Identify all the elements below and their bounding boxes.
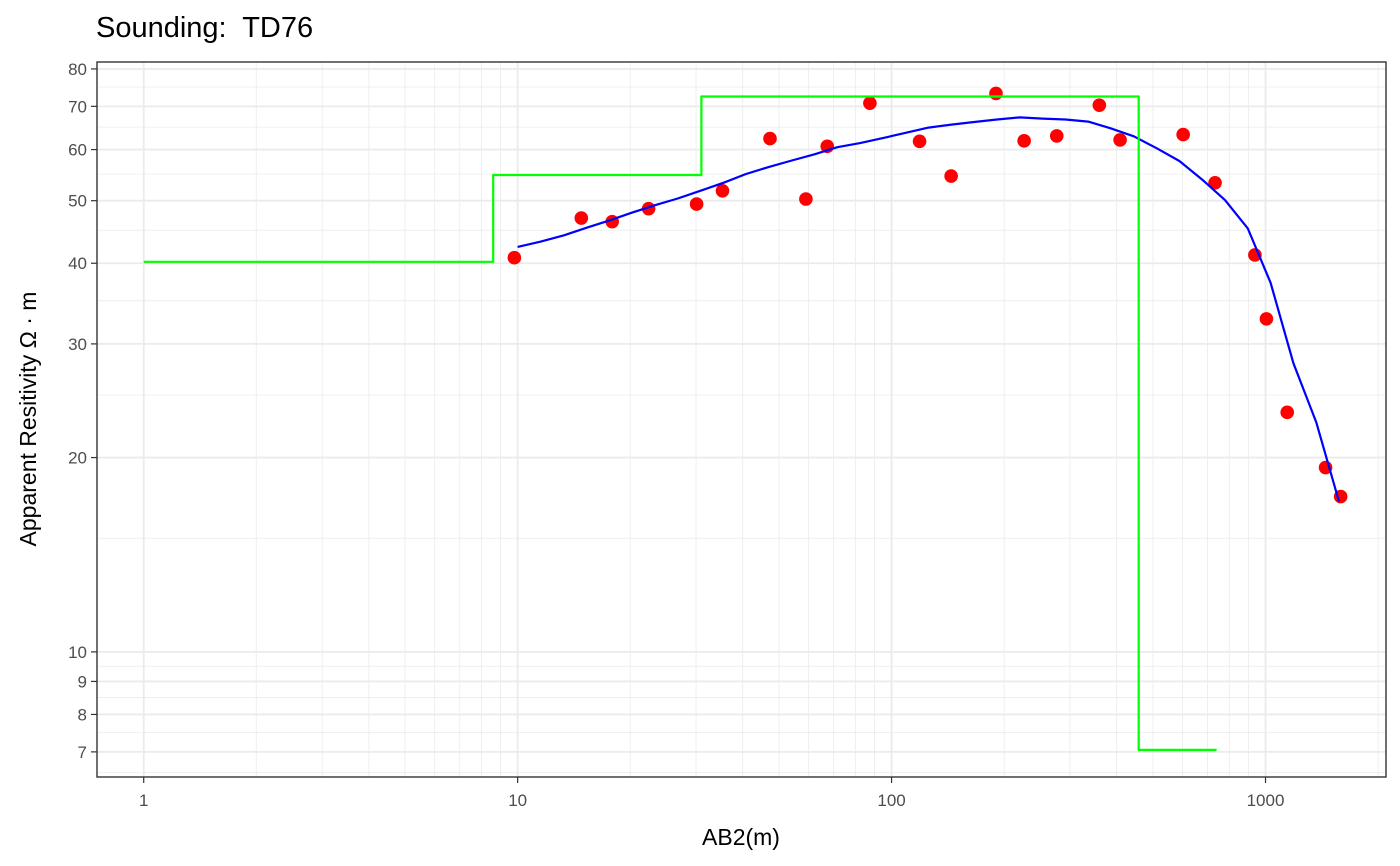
data-point [1176, 127, 1190, 142]
y-tick-label: 20 [68, 449, 87, 468]
data-point [863, 96, 877, 110]
data-point [1049, 129, 1064, 143]
y-tick-label: 60 [68, 141, 87, 160]
y-tick-label: 40 [68, 254, 87, 273]
data-point [689, 197, 704, 211]
x-tick-label: 10 [508, 791, 527, 810]
grid-minor [97, 62, 1386, 777]
data-point [1259, 312, 1274, 326]
y-tick-label: 70 [68, 97, 87, 116]
data-point [1208, 175, 1222, 190]
data-point [574, 211, 589, 225]
y-tick-label: 30 [68, 335, 87, 354]
grid-major [97, 62, 1386, 777]
data-point [1113, 133, 1127, 147]
layer-model-step-line [143, 95, 1217, 752]
data-point [507, 250, 522, 265]
data-point [715, 183, 730, 198]
panel-border [96, 61, 1387, 778]
axis-ticks: 1 10 100 1000 7 8 9 10 20 30 40 50 60 70 80 [68, 60, 1284, 810]
x-tick-label: 1000 [1247, 791, 1285, 810]
x-tick-label: 1 [139, 791, 148, 810]
y-tick-label: 10 [68, 643, 87, 662]
data-point [1092, 98, 1107, 112]
data-point [799, 192, 813, 206]
data-point [763, 131, 777, 146]
data-point [912, 134, 927, 149]
chart-title: Sounding: TD76 [96, 12, 314, 44]
fitted-curve-line [517, 116, 1341, 502]
y-tick-label: 50 [68, 192, 87, 211]
y-axis-title: Apparent Resitivity Ω · m [15, 292, 41, 547]
y-tick-label: 7 [78, 743, 87, 762]
x-tick-label: 100 [877, 791, 905, 810]
y-tick-label: 9 [78, 672, 87, 691]
scatter-series [507, 86, 1348, 504]
data-point [1017, 134, 1031, 148]
y-tick-label: 80 [68, 60, 87, 79]
series-layer [143, 86, 1348, 752]
x-axis-title: AB2(m) [702, 824, 780, 850]
data-point [989, 86, 1003, 101]
y-tick-label: 8 [78, 705, 87, 724]
data-point [1280, 405, 1295, 420]
data-point [944, 169, 958, 183]
